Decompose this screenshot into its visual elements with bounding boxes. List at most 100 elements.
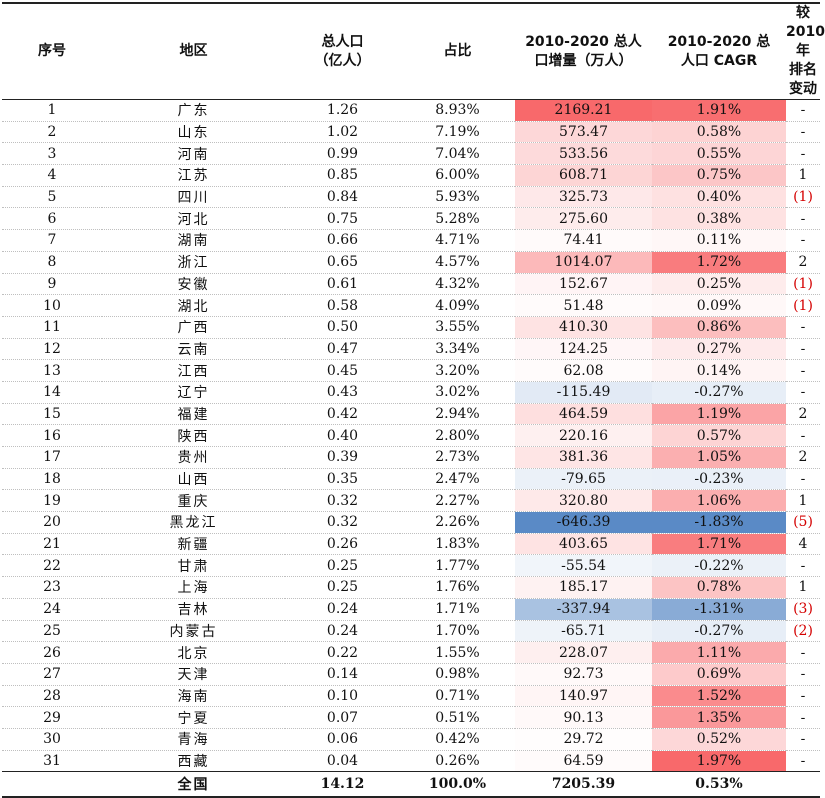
increase-cell: 533.56: [515, 142, 652, 166]
cagr-cell: 1.35%: [652, 706, 786, 729]
increase-cell: 325.73: [515, 186, 652, 209]
rank-change-cell: 2: [786, 251, 820, 274]
rank-change-cell: -: [786, 728, 820, 751]
table-row: 21 新疆 0.26 1.83% 403.65 1.71% 4: [2, 533, 820, 556]
region-cell: 贵州: [102, 446, 285, 469]
region-cell: 湖北: [102, 294, 285, 317]
population-cell: 0.45: [285, 359, 400, 382]
table-row: 11 广西 0.50 3.55% 410.30 0.86% -: [2, 316, 820, 339]
increase-cell: 320.80: [515, 489, 652, 513]
total-population: 14.12: [285, 771, 400, 798]
total-label: 全国: [102, 771, 285, 798]
share-cell: 0.42%: [400, 728, 515, 751]
cagr-cell: 0.40%: [652, 186, 786, 209]
header-population: 总人口 （亿人）: [285, 2, 400, 100]
share-cell: 4.57%: [400, 251, 515, 274]
rank-cell: 9: [2, 273, 102, 296]
population-cell: 0.10: [285, 685, 400, 708]
share-cell: 4.32%: [400, 273, 515, 296]
cagr-cell: 0.25%: [652, 273, 786, 296]
total-increase: 7205.39: [515, 771, 652, 798]
table-header: 序号 地区 总人口 （亿人） 占比 2010-2020 总人 口增量（万人） 201…: [2, 2, 825, 100]
region-cell: 青海: [102, 728, 285, 751]
table-row: 19 重庆 0.32 2.27% 320.80 1.06% 1: [2, 489, 820, 513]
region-cell: 北京: [102, 641, 285, 664]
table-row: 26 北京 0.22 1.55% 228.07 1.11% -: [2, 641, 820, 664]
region-cell: 陕西: [102, 424, 285, 447]
cagr-cell: 0.69%: [652, 663, 786, 686]
rank-change-cell: 2: [786, 446, 820, 469]
table-row: 1 广东 1.26 8.93% 2169.21 1.91% -: [2, 99, 820, 122]
share-cell: 4.71%: [400, 229, 515, 252]
rank-cell: 5: [2, 186, 102, 209]
rank-cell: 14: [2, 381, 102, 404]
region-cell: 辽宁: [102, 381, 285, 404]
rank-cell: 17: [2, 446, 102, 469]
header-rank-change: 较 2010 年排名变动: [786, 2, 825, 100]
population-cell: 0.40: [285, 424, 400, 447]
region-cell: 云南: [102, 338, 285, 361]
population-cell: 0.24: [285, 620, 400, 643]
cagr-cell: 0.55%: [652, 142, 786, 166]
region-cell: 福建: [102, 403, 285, 426]
increase-cell: 64.59: [515, 750, 652, 773]
table-row: 20 黑龙江 0.32 2.26% -646.39 -1.83% (5): [2, 511, 820, 534]
population-cell: 1.02: [285, 121, 400, 144]
share-cell: 0.51%: [400, 706, 515, 729]
rank-cell: 28: [2, 685, 102, 708]
share-cell: 5.28%: [400, 207, 515, 231]
rank-change-cell: -: [786, 554, 820, 578]
population-cell: 0.99: [285, 142, 400, 166]
population-cell: 0.61: [285, 273, 400, 296]
rank-change-cell: (1): [786, 273, 820, 296]
total-row: 全国 14.12 100.0% 7205.39 0.53%: [2, 771, 820, 798]
rank-change-cell: (1): [786, 294, 820, 317]
region-cell: 西藏: [102, 750, 285, 773]
region-cell: 甘肃: [102, 554, 285, 578]
increase-cell: 275.60: [515, 207, 652, 231]
table-row: 15 福建 0.42 2.94% 464.59 1.19% 2: [2, 403, 820, 426]
rank-change-cell: -: [786, 338, 820, 361]
rank-change-cell: -: [786, 121, 820, 144]
header-cagr: 2010-2020 总人口 CAGR: [652, 2, 786, 100]
rank-cell: 7: [2, 229, 102, 252]
region-cell: 江苏: [102, 164, 285, 187]
table-row: 12 云南 0.47 3.34% 124.25 0.27% -: [2, 338, 820, 361]
table-row: 5 四川 0.84 5.93% 325.73 0.40% (1): [2, 186, 820, 209]
rank-change-cell: -: [786, 142, 820, 166]
table-row: 31 西藏 0.04 0.26% 64.59 1.97% -: [2, 750, 820, 773]
cagr-cell: 1.52%: [652, 685, 786, 708]
rank-change-cell: -: [786, 381, 820, 404]
cagr-cell: 0.27%: [652, 338, 786, 361]
increase-cell: 608.71: [515, 164, 652, 187]
cagr-cell: 0.86%: [652, 316, 786, 339]
rank-cell: 3: [2, 142, 102, 166]
rank-change-cell: -: [786, 424, 820, 447]
share-cell: 2.47%: [400, 468, 515, 491]
cagr-cell: -0.23%: [652, 468, 786, 491]
table-row: 2 山东 1.02 7.19% 573.47 0.58% -: [2, 121, 820, 144]
region-cell: 黑龙江: [102, 511, 285, 534]
table-row: 16 陕西 0.40 2.80% 220.16 0.57% -: [2, 424, 820, 447]
rank-change-cell: 1: [786, 489, 820, 513]
share-cell: 2.27%: [400, 489, 515, 513]
increase-cell: -115.49: [515, 381, 652, 404]
region-cell: 河北: [102, 207, 285, 231]
rank-cell: 19: [2, 489, 102, 513]
table-row: 14 辽宁 0.43 3.02% -115.49 -0.27% -: [2, 381, 820, 404]
region-cell: 浙江: [102, 251, 285, 274]
total-rank-change-cell: [786, 771, 820, 798]
increase-cell: 92.73: [515, 663, 652, 686]
header-rank: 序号: [2, 2, 102, 100]
region-cell: 山东: [102, 121, 285, 144]
cagr-cell: 1.11%: [652, 641, 786, 664]
cagr-cell: 0.38%: [652, 207, 786, 231]
rank-cell: 20: [2, 511, 102, 534]
increase-cell: 51.48: [515, 294, 652, 317]
share-cell: 0.71%: [400, 685, 515, 708]
rank-cell: 27: [2, 663, 102, 686]
share-cell: 3.34%: [400, 338, 515, 361]
total-cagr: 0.53%: [652, 771, 786, 798]
share-cell: 0.98%: [400, 663, 515, 686]
increase-cell: 464.59: [515, 403, 652, 426]
